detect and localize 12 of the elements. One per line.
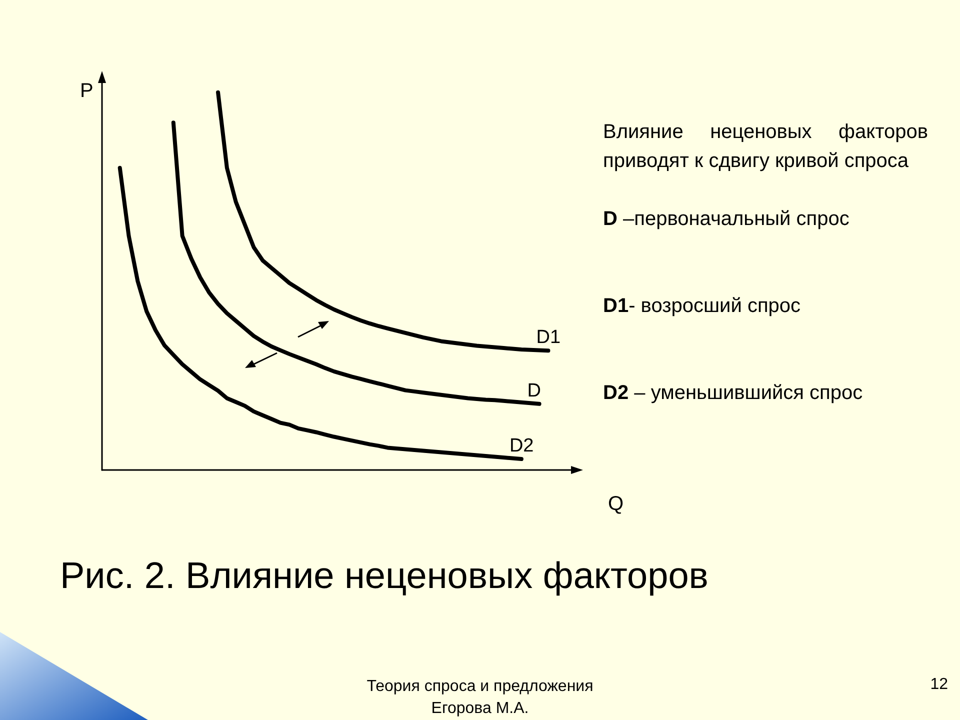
text: D2 – уменьшившийся спрос: [603, 381, 864, 406]
text: Влияние неценовых факторов приводят к сдвигу кривой спроса: [603, 120, 928, 174]
text: D –первоначальный спрос: [603, 207, 850, 232]
series-label: D2: [509, 436, 534, 457]
x-axis-title: Q: [608, 493, 624, 516]
series-label: D: [527, 380, 542, 402]
text: D1- возросший спрос: [603, 294, 802, 319]
series-label: D1: [536, 327, 561, 348]
y-axis-title: P: [80, 80, 94, 103]
text: 12: [929, 676, 948, 694]
text: Теория спроса и предложения Егорова М.А.: [366, 677, 594, 719]
text: Рис. 2. Влияние неценовых факторов: [60, 555, 708, 597]
